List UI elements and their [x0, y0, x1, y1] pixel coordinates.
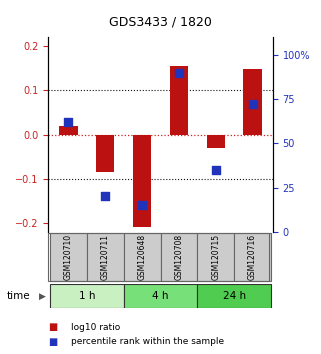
Point — [250, 102, 255, 107]
Bar — [87, 233, 124, 281]
Bar — [50, 233, 87, 281]
Bar — [243, 69, 262, 135]
Point — [176, 70, 181, 75]
Text: GSM120710: GSM120710 — [64, 234, 73, 280]
Text: GDS3433 / 1820: GDS3433 / 1820 — [109, 16, 212, 29]
Point — [140, 202, 145, 208]
Bar — [96, 135, 115, 172]
Text: ■: ■ — [48, 337, 57, 347]
Text: percentile rank within the sample: percentile rank within the sample — [71, 337, 224, 346]
Text: GSM120708: GSM120708 — [174, 234, 183, 280]
Text: 24 h: 24 h — [222, 291, 246, 301]
Bar — [124, 233, 160, 281]
Bar — [133, 135, 151, 228]
Text: GSM120715: GSM120715 — [211, 234, 220, 280]
Point — [103, 194, 108, 199]
Bar — [59, 126, 78, 135]
Bar — [197, 284, 271, 308]
Text: ■: ■ — [48, 322, 57, 332]
Text: GSM120648: GSM120648 — [138, 234, 147, 280]
Text: ▶: ▶ — [39, 291, 45, 301]
Bar — [124, 284, 197, 308]
Text: log10 ratio: log10 ratio — [71, 323, 120, 332]
Bar — [206, 135, 225, 148]
Point — [213, 167, 218, 173]
Bar — [160, 233, 197, 281]
Bar — [170, 66, 188, 135]
Bar — [197, 233, 234, 281]
Text: GSM120716: GSM120716 — [248, 234, 257, 280]
Bar — [50, 284, 124, 308]
Text: 4 h: 4 h — [152, 291, 169, 301]
Point — [66, 119, 71, 125]
Text: time: time — [6, 291, 30, 301]
Text: 1 h: 1 h — [79, 291, 95, 301]
Text: GSM120711: GSM120711 — [101, 234, 110, 280]
Bar — [234, 233, 271, 281]
